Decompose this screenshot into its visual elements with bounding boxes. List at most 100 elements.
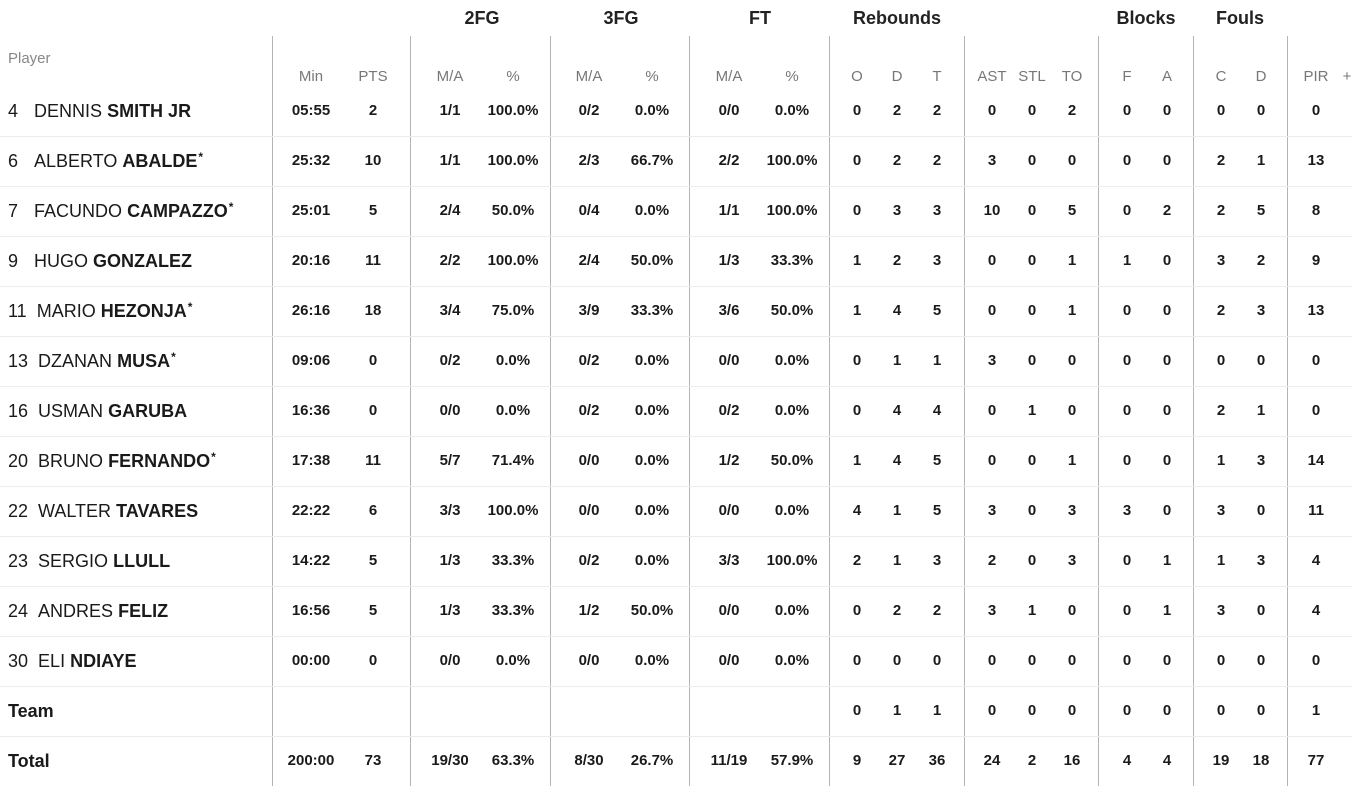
player-name-link[interactable]: 20 BRUNO FERNANDO*: [8, 436, 216, 488]
stat-3fg-ma: 0/2: [578, 402, 600, 419]
table-row: 20 BRUNO FERNANDO* 17:38 11 5/7 71.4% 0/0 0.0%…: [0, 436, 1352, 486]
column-header-2fg-ma[interactable]: M/A: [436, 68, 464, 85]
stat-reb-d: 2: [892, 602, 902, 619]
player-name-link[interactable]: 30 ELI NDIAYE: [8, 636, 137, 688]
group-header-ft: FT: [749, 8, 771, 28]
column-header-pts[interactable]: PTS: [358, 68, 388, 85]
stat-2fg-pct: 0.0%: [495, 402, 531, 419]
column-header-min[interactable]: Min: [298, 68, 324, 85]
player-number: 20: [8, 451, 29, 471]
stat-ft-pct: 100.0%: [766, 202, 818, 219]
column-header-3fg-ma[interactable]: M/A: [575, 68, 603, 85]
stat-ft-pct: 50.0%: [770, 302, 814, 319]
stat-ft-pct: 0.0%: [774, 502, 810, 519]
table-row: 6 ALBERTO ABALDE* 25:32 10 1/1 100.0% 2/3 66.7…: [0, 136, 1352, 186]
player-name-link[interactable]: 23 SERGIO LLULL: [8, 536, 171, 588]
stat-2fg-pct: 33.3%: [491, 602, 535, 619]
stat-blk-a: 2: [1162, 202, 1172, 219]
column-header-foul-c[interactable]: C: [1215, 68, 1227, 85]
stat-to: 2: [1067, 102, 1077, 119]
stat-blk-f: 0: [1122, 552, 1132, 569]
stat-to: 5: [1067, 202, 1077, 219]
stat-reb-t: 2: [932, 152, 942, 169]
column-header-more[interactable]: +: [1342, 68, 1352, 85]
stat-to: 1: [1067, 302, 1077, 319]
column-header-reb-t[interactable]: T: [932, 68, 942, 85]
stat-2fg-pct: 33.3%: [491, 552, 535, 569]
stat-3fg-ma: 8/30: [574, 752, 604, 769]
player-name-link[interactable]: 16 USMAN GARUBA: [8, 386, 188, 438]
column-header-blk-a[interactable]: A: [1161, 68, 1173, 85]
player-name-link[interactable]: 13 DZANAN MUSA*: [8, 336, 176, 388]
stat-2fg-ma: 0/2: [439, 352, 461, 369]
stat-ast: 0: [987, 652, 997, 669]
player-name-link[interactable]: 6 ALBERTO ABALDE*: [8, 136, 203, 188]
stat-3fg-pct: 0.0%: [634, 652, 670, 669]
column-header-ft-pct[interactable]: %: [785, 68, 799, 85]
stat-blk-f: 3: [1122, 502, 1132, 519]
player-name-link[interactable]: 9 HUGO GONZALEZ: [8, 236, 193, 288]
stat-2fg-ma: 3/3: [439, 502, 461, 519]
stat-reb-d: 1: [892, 352, 902, 369]
stat-3fg-ma: 0/0: [578, 502, 600, 519]
player-first-name: ANDRES: [38, 601, 114, 621]
player-last-name: FELIZ: [118, 601, 169, 621]
stat-ft-ma: 2/2: [718, 152, 740, 169]
column-header-to[interactable]: TO: [1061, 68, 1083, 85]
column-header-ast[interactable]: AST: [977, 68, 1007, 85]
stat-ft-pct: 0.0%: [774, 352, 810, 369]
column-header-ft-ma[interactable]: M/A: [715, 68, 743, 85]
stat-3fg-ma: 0/2: [578, 552, 600, 569]
stat-blk-a: 0: [1162, 402, 1172, 419]
column-header-3fg-pct[interactable]: %: [645, 68, 659, 85]
column-header-reb-o[interactable]: O: [851, 68, 863, 85]
column-header-reb-d[interactable]: D: [891, 68, 903, 85]
stat-ast: 0: [987, 252, 997, 269]
stat-pir: 0: [1311, 652, 1321, 669]
stat-blk-f: 0: [1122, 602, 1132, 619]
stat-pir: 77: [1307, 752, 1325, 769]
stat-foul-d: 0: [1256, 702, 1266, 719]
column-header-pir[interactable]: PIR: [1303, 68, 1329, 85]
player-name-link[interactable]: 7 FACUNDO CAMPAZZO*: [8, 186, 233, 238]
column-header-blk-f[interactable]: F: [1122, 68, 1132, 85]
stat-reb-d: 2: [892, 252, 902, 269]
row-divider: [0, 736, 1352, 737]
stat-pts: 18: [364, 302, 382, 319]
stat-stl: 0: [1027, 352, 1037, 369]
table-row: 16 USMAN GARUBA 16:36 0 0/0 0.0% 0/2 0.0% 0/2 0.…: [0, 386, 1352, 436]
stat-foul-c: 19: [1212, 752, 1230, 769]
column-header-stl[interactable]: STL: [1018, 68, 1046, 85]
column-header-2fg-pct[interactable]: %: [506, 68, 520, 85]
player-number: 30: [8, 651, 29, 671]
player-last-name: LLULL: [113, 551, 171, 571]
stat-ft-ma: 0/0: [718, 652, 740, 669]
stat-3fg-ma: 0/4: [578, 202, 600, 219]
row-divider: [0, 536, 1352, 537]
stat-to: 3: [1067, 552, 1077, 569]
column-divider: [1193, 36, 1194, 786]
stat-2fg-pct: 100.0%: [487, 102, 539, 119]
stat-reb-o: 1: [852, 302, 862, 319]
column-header-player[interactable]: Player: [8, 50, 51, 67]
stat-ast: 0: [987, 102, 997, 119]
stat-blk-a: 0: [1162, 502, 1172, 519]
player-name-link[interactable]: 22 WALTER TAVARES: [8, 486, 199, 538]
column-header-foul-d[interactable]: D: [1255, 68, 1267, 85]
stat-reb-d: 0: [892, 652, 902, 669]
stat-2fg-pct: 50.0%: [491, 202, 535, 219]
stat-reb-o: 9: [852, 752, 862, 769]
stat-3fg-pct: 0.0%: [634, 102, 670, 119]
stat-2fg-ma: 3/4: [439, 302, 461, 319]
stat-reb-t: 1: [932, 702, 942, 719]
stat-reb-o: 0: [852, 402, 862, 419]
stat-min: 20:16: [291, 252, 331, 269]
row-divider: [0, 136, 1352, 137]
player-name-link[interactable]: 11 MARIO HEZONJA*: [8, 286, 192, 338]
player-name-link[interactable]: 4 DENNIS SMITH JR: [8, 86, 192, 138]
stat-2fg-pct: 71.4%: [491, 452, 535, 469]
player-name-link[interactable]: 24 ANDRES FELIZ: [8, 586, 169, 638]
stat-pts: 5: [368, 602, 378, 619]
column-divider: [829, 36, 830, 786]
